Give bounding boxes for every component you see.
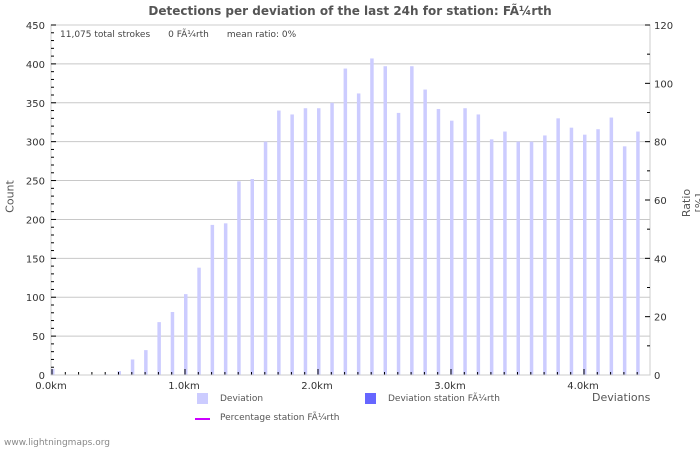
legend-swatch-deviation bbox=[197, 393, 208, 404]
legend-swatch-percentage bbox=[195, 418, 210, 420]
station-count: 0 FÃ¼rth bbox=[168, 30, 209, 40]
footer-credit: www.lightningmaps.org bbox=[4, 438, 110, 448]
legend-label-deviation: Deviation bbox=[220, 394, 264, 404]
chart-title: Detections per deviation of the last 24h… bbox=[148, 4, 552, 18]
svg-text:40: 40 bbox=[654, 254, 667, 265]
svg-text:200: 200 bbox=[26, 215, 45, 226]
svg-text:150: 150 bbox=[26, 254, 45, 265]
svg-text:80: 80 bbox=[654, 138, 667, 149]
svg-text:350: 350 bbox=[26, 99, 45, 110]
svg-text:60: 60 bbox=[654, 196, 667, 207]
svg-text:450: 450 bbox=[26, 21, 45, 32]
svg-text:0: 0 bbox=[654, 371, 660, 382]
svg-text:1.0km: 1.0km bbox=[168, 381, 199, 392]
legend-label-deviation-station: Deviation station FÃ¼rth bbox=[388, 394, 500, 404]
mean-ratio: mean ratio: 0% bbox=[226, 30, 297, 40]
total-strokes: 11,075 total strokes bbox=[60, 30, 151, 40]
svg-text:0.0km: 0.0km bbox=[35, 381, 66, 392]
svg-text:4.0km: 4.0km bbox=[567, 381, 598, 392]
legend-swatch-deviation-station bbox=[365, 393, 376, 404]
svg-text:120: 120 bbox=[654, 21, 673, 32]
svg-text:100: 100 bbox=[26, 293, 45, 304]
svg-text:100: 100 bbox=[654, 79, 673, 90]
svg-text:0: 0 bbox=[39, 371, 45, 382]
svg-text:300: 300 bbox=[26, 138, 45, 149]
svg-text:250: 250 bbox=[26, 177, 45, 188]
svg-text:2.0km: 2.0km bbox=[301, 381, 332, 392]
svg-text:20: 20 bbox=[654, 313, 667, 324]
svg-text:50: 50 bbox=[32, 332, 45, 343]
svg-text:3.0km: 3.0km bbox=[434, 381, 465, 392]
stats-line: 11,075 total strokes 0 FÃ¼rth mean ratio: … bbox=[60, 30, 314, 40]
x-axis-label: Deviations bbox=[592, 391, 651, 404]
svg-text:400: 400 bbox=[26, 60, 45, 71]
legend-label-percentage: Percentage station FÃ¼rth bbox=[220, 413, 340, 423]
